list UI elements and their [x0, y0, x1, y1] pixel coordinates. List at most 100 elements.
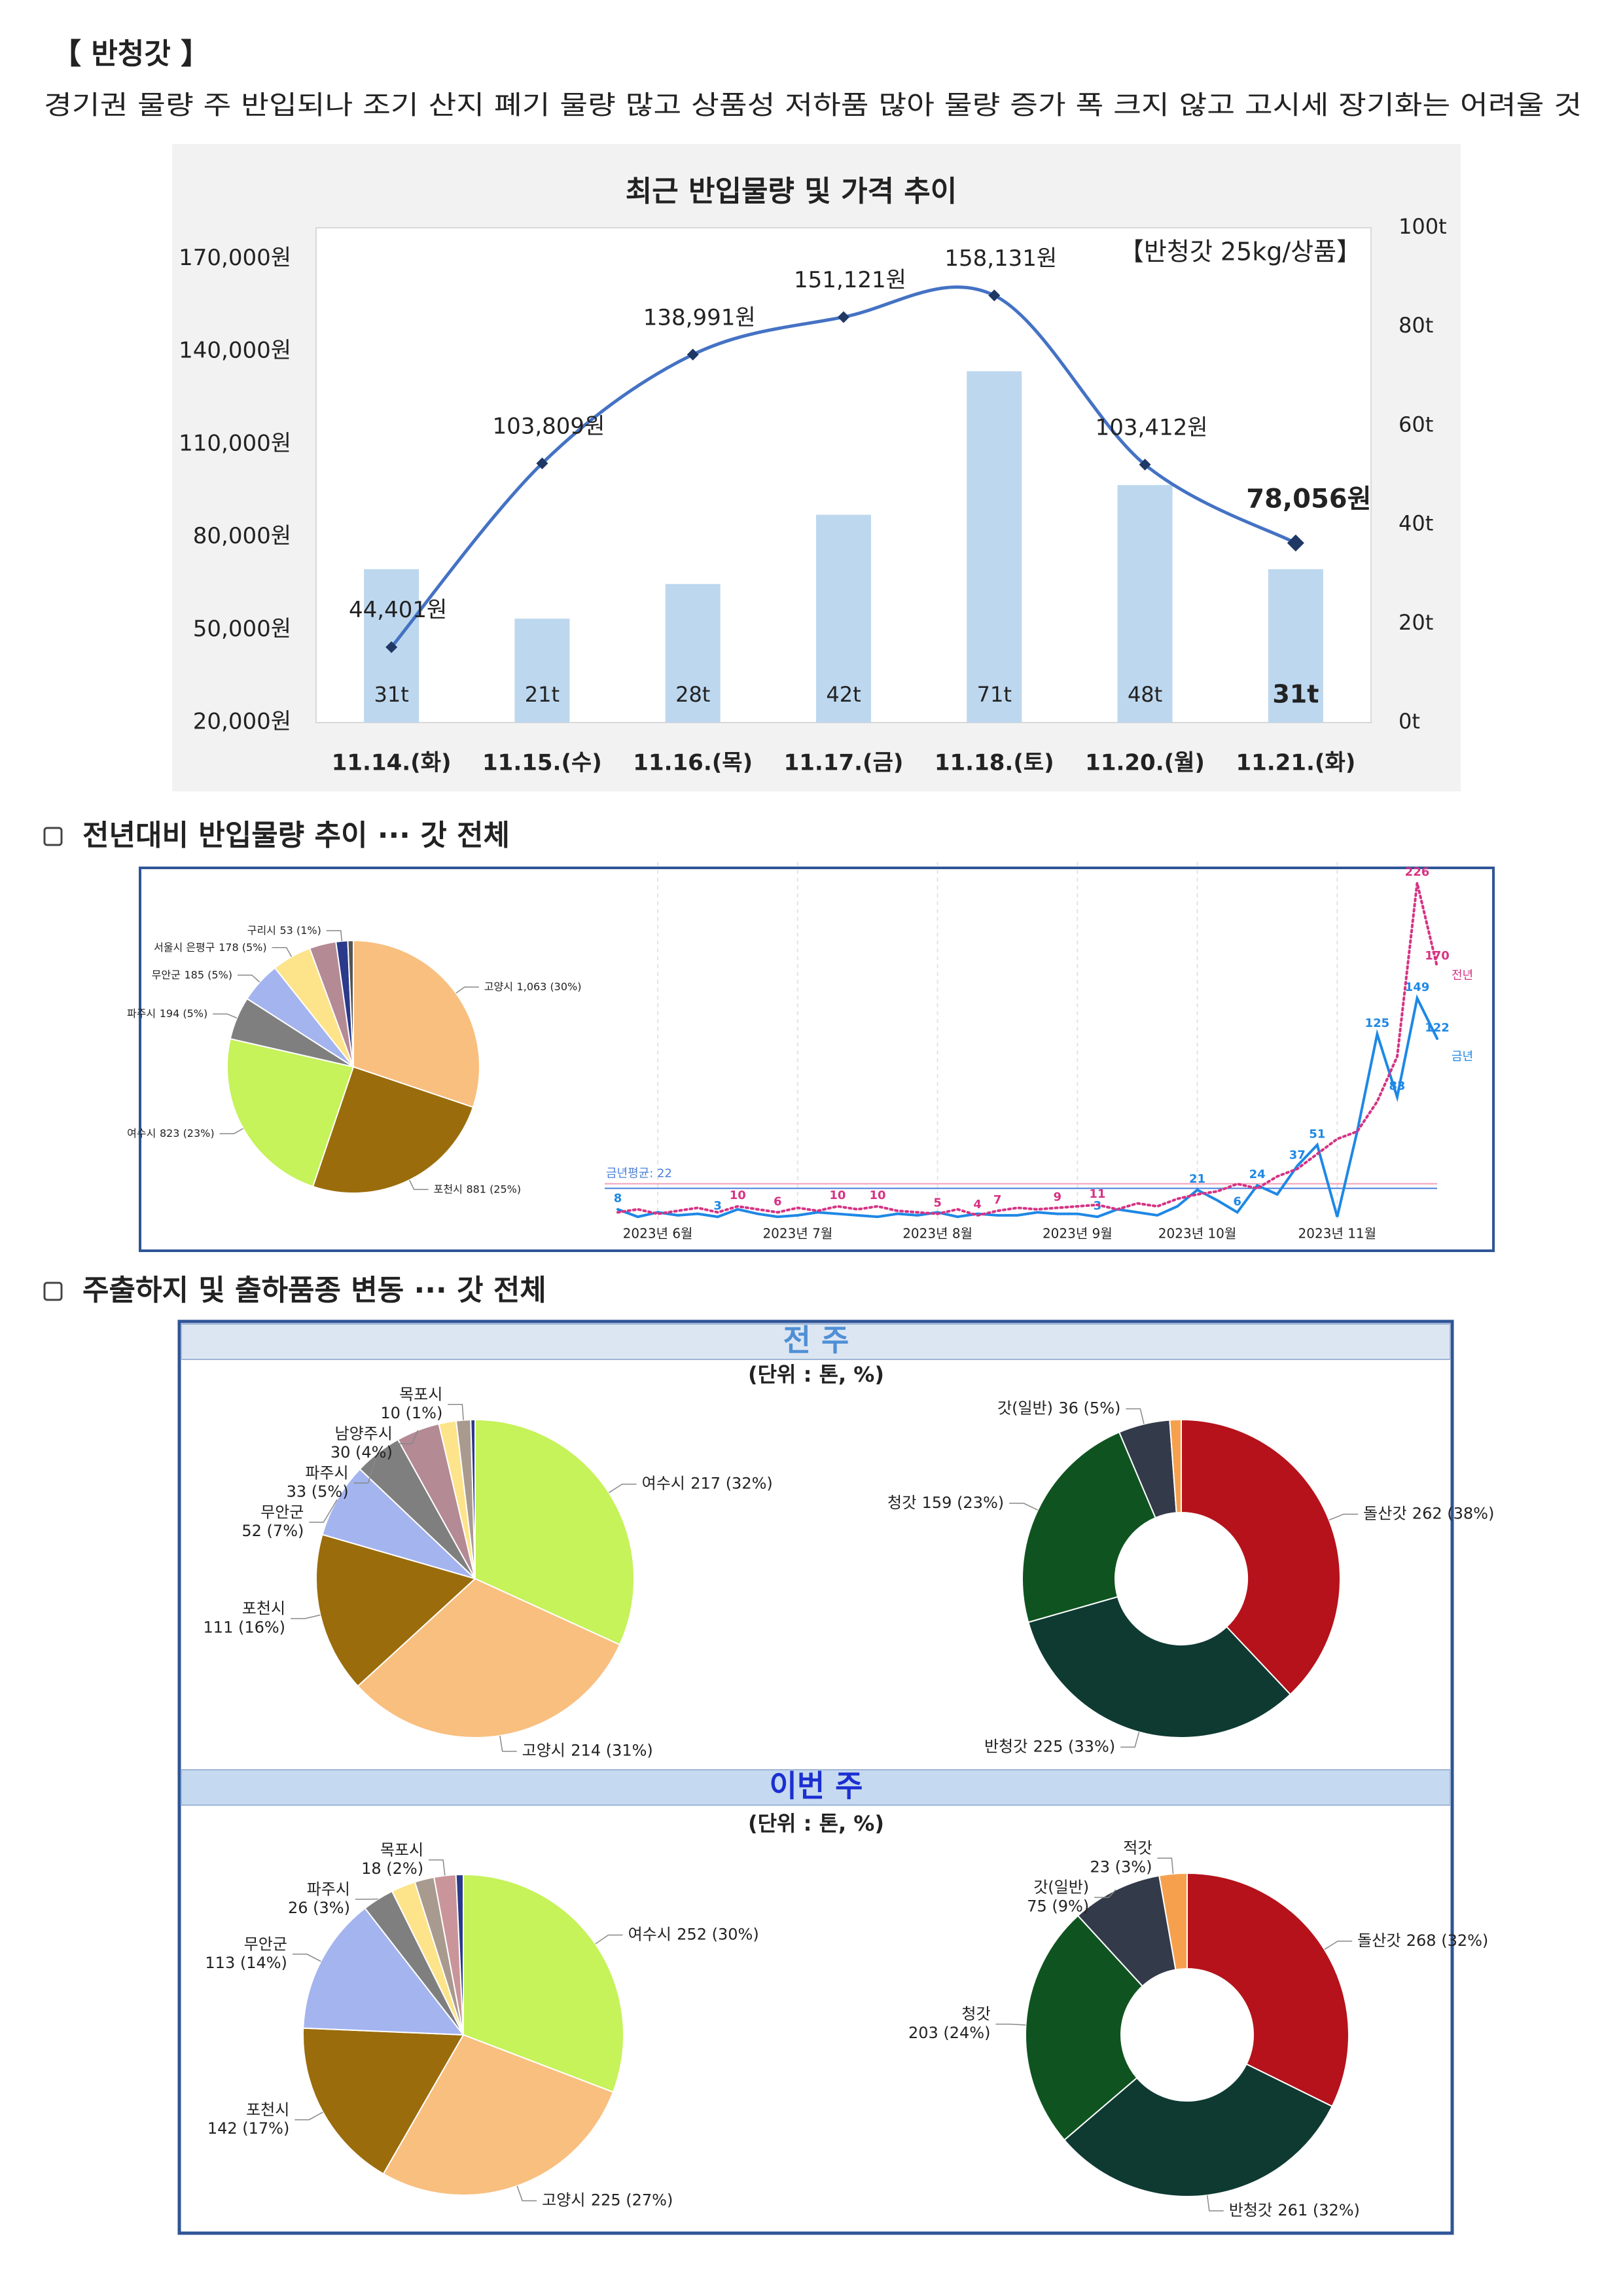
slice-value: 217 (32%) — [690, 1475, 773, 1493]
y-tick-label: 50,000원 — [193, 616, 291, 642]
chart-annotation: 【반청갓 25kg/상품】 — [1119, 238, 1361, 266]
chart-title: 최근 반입물량 및 가격 추이 — [626, 175, 957, 208]
slice-value: 26 (3%) — [288, 1899, 350, 1917]
leader-line — [294, 2111, 323, 2121]
point-label: 21 — [1189, 1172, 1205, 1186]
slice-name: 돌산갓 — [1363, 1504, 1406, 1522]
x-tick-label: 11.15.(수) — [482, 750, 602, 776]
point-label: 10 — [829, 1189, 846, 1202]
price-label: 158,131원 — [944, 245, 1057, 272]
point-label: 7 — [993, 1193, 1002, 1207]
y2-tick-label: 20t — [1399, 610, 1433, 635]
leader-line — [516, 2185, 537, 2202]
slice-name: 돌산갓 — [1357, 1931, 1400, 1950]
price-marker — [988, 289, 1001, 302]
leader-line — [1120, 1732, 1140, 1748]
slice-name: 목포시 — [380, 1840, 423, 1859]
panel-title: 이번 주 — [770, 1768, 863, 1804]
x-tick-label: 2023년 10월 — [1158, 1226, 1237, 1242]
pie-slice — [312, 1066, 474, 1194]
slice-name: 무안군 — [260, 1503, 304, 1521]
doc-title: 【 반청갓 】 — [52, 37, 209, 71]
leader-line — [1094, 1889, 1116, 1898]
leader-line — [291, 1614, 321, 1619]
slice-value: 225 (33%) — [1033, 1737, 1116, 1755]
pie-slice — [1025, 1914, 1144, 2142]
slice-label: 포천시 111 (16%) — [204, 1600, 286, 1637]
leader-line — [499, 1735, 517, 1752]
bar — [514, 619, 570, 723]
bar-label: 31t — [1272, 680, 1319, 709]
slice-label: 목포시 18 (2%) — [361, 1840, 423, 1878]
unit-label: (단위 : 톤, %) — [748, 1811, 884, 1836]
series-line — [616, 994, 1438, 1219]
slice-label: 무안군 113 (14%) — [205, 1935, 287, 1972]
leader-line — [353, 1452, 378, 1484]
x-tick-label: 11.21.(화) — [1236, 750, 1355, 776]
slice-name: 갓(일반) — [1033, 1878, 1089, 1897]
panel-header — [181, 1323, 1451, 1360]
slice-value: 185 (5%) — [184, 968, 232, 980]
slice-value: 268 (32%) — [1406, 1931, 1489, 1950]
slice-value: 23 (3%) — [1090, 1857, 1152, 1876]
x-tick-label: 2023년 9월 — [1043, 1226, 1113, 1242]
leader-line — [1324, 1941, 1353, 1950]
point-label: 122 — [1425, 1021, 1450, 1035]
slice-name: 파주시 — [305, 1463, 348, 1482]
slice-name: 적갓 — [1123, 1839, 1152, 1857]
point-label: 170 — [1425, 949, 1450, 963]
bar-label: 28t — [675, 682, 710, 707]
price-label: 103,412원 — [1096, 414, 1208, 440]
leader-line — [1126, 1408, 1145, 1424]
doc-summary: 경기권 물량 주 반입되나 조기 산지 폐기 물량 많고 상품성 저하품 많아 … — [44, 90, 1582, 120]
slice-value: 142 (17%) — [207, 2119, 290, 2138]
point-label: 37 — [1289, 1148, 1306, 1162]
slice-label: 구리시 53 (1%) — [247, 924, 321, 936]
slice-name: 구리시 — [247, 924, 276, 936]
bar-label: 71t — [977, 682, 1012, 707]
y-tick-label: 110,000원 — [179, 430, 291, 456]
x-tick-label: 11.18.(토) — [935, 750, 1054, 776]
y2-tick-label: 0t — [1399, 709, 1420, 734]
checkbox — [43, 827, 63, 846]
price-label: 138,991원 — [643, 304, 756, 331]
pie-slice — [1027, 1596, 1292, 1738]
leader-line — [609, 1483, 637, 1494]
slice-label: 갓(일반) 75 (9%) — [1027, 1878, 1089, 1916]
price-label: 78,056원 — [1246, 484, 1371, 514]
slice-label: 파주시 26 (3%) — [288, 1880, 350, 1917]
slice-label: 고양시 214 (31%) — [522, 1742, 653, 1760]
slice-value: 1,063 (30%) — [517, 980, 582, 993]
slice-label: 갓(일반) 36 (5%) — [997, 1399, 1120, 1417]
slice-value: 33 (5%) — [287, 1482, 349, 1501]
point-label: 6 — [774, 1194, 782, 1208]
slice-label: 포천시 881 (25%) — [434, 1183, 521, 1195]
slice-label: 고양시 225 (27%) — [542, 2191, 673, 2209]
leader-line — [429, 1859, 446, 1876]
leader-line — [455, 986, 479, 994]
y2-tick-label: 100t — [1399, 214, 1447, 239]
slice-name: 포천시 — [434, 1183, 463, 1195]
leader-line — [995, 2023, 1026, 2026]
pie-slice — [474, 1418, 635, 1646]
section-title: 주출하지 및 출하품종 변동 ··· 갓 전체 — [82, 1274, 546, 1307]
point-label: 10 — [730, 1189, 746, 1202]
slice-name: 여수시 — [642, 1475, 685, 1493]
slice-label: 무안군 185 (5%) — [152, 968, 232, 980]
checkbox — [43, 1282, 63, 1301]
slice-value: 18 (2%) — [361, 1859, 423, 1878]
pie-slice — [470, 1418, 476, 1579]
leader-line — [326, 930, 343, 941]
point-label: 226 — [1405, 865, 1430, 879]
x-tick-label: 11.14.(화) — [332, 750, 452, 776]
price-marker — [1287, 534, 1304, 552]
bar-label: 21t — [525, 682, 560, 707]
slice-label: 남양주시 30 (4%) — [330, 1424, 393, 1462]
point-label: 51 — [1309, 1127, 1325, 1141]
pie-slice — [347, 939, 354, 1067]
slice-value: 159 (23%) — [922, 1494, 1005, 1512]
series-name: 전년 — [1452, 969, 1473, 982]
slice-name: 청갓 — [887, 1494, 916, 1512]
slice-label: 서울시 은평구 178 (5%) — [154, 941, 267, 953]
slice-name: 포천시 — [242, 1600, 285, 1618]
